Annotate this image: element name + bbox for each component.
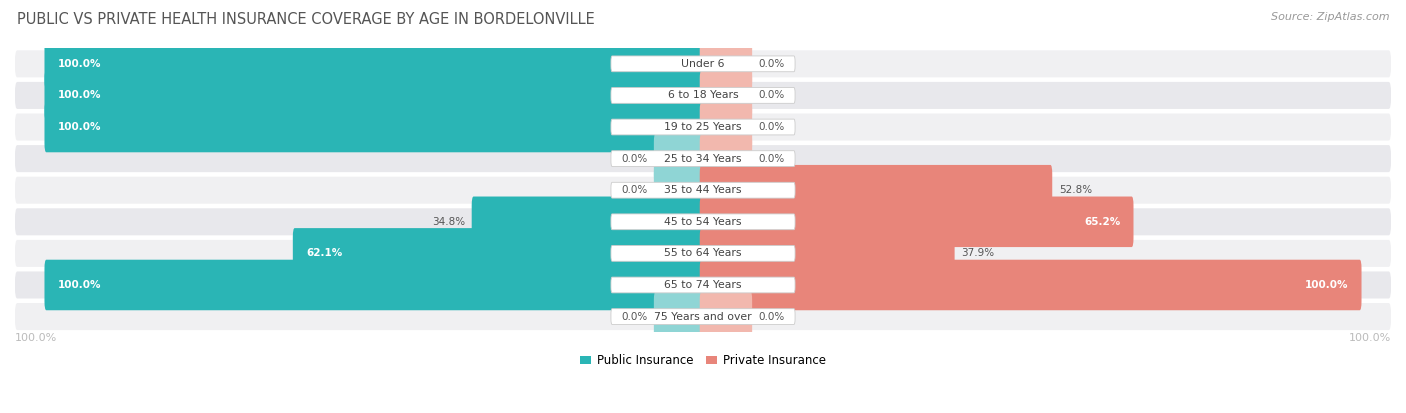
FancyBboxPatch shape bbox=[15, 82, 1391, 109]
Text: 100.0%: 100.0% bbox=[1305, 280, 1348, 290]
FancyBboxPatch shape bbox=[15, 50, 1391, 77]
Text: 6 to 18 Years: 6 to 18 Years bbox=[668, 90, 738, 100]
Legend: Public Insurance, Private Insurance: Public Insurance, Private Insurance bbox=[575, 349, 831, 372]
Text: 34.8%: 34.8% bbox=[432, 217, 465, 227]
Text: 100.0%: 100.0% bbox=[1348, 333, 1391, 343]
FancyBboxPatch shape bbox=[612, 245, 794, 261]
Text: 100.0%: 100.0% bbox=[15, 333, 58, 343]
FancyBboxPatch shape bbox=[612, 56, 794, 72]
Text: 100.0%: 100.0% bbox=[58, 90, 101, 100]
FancyBboxPatch shape bbox=[654, 291, 706, 342]
FancyBboxPatch shape bbox=[700, 197, 1133, 247]
FancyBboxPatch shape bbox=[15, 240, 1391, 267]
Text: 65 to 74 Years: 65 to 74 Years bbox=[664, 280, 742, 290]
FancyBboxPatch shape bbox=[471, 197, 706, 247]
FancyBboxPatch shape bbox=[45, 38, 706, 89]
FancyBboxPatch shape bbox=[612, 182, 794, 198]
FancyBboxPatch shape bbox=[612, 119, 794, 135]
FancyBboxPatch shape bbox=[15, 208, 1391, 235]
Text: 65.2%: 65.2% bbox=[1084, 217, 1121, 227]
FancyBboxPatch shape bbox=[700, 260, 1361, 310]
Text: 19 to 25 Years: 19 to 25 Years bbox=[664, 122, 742, 132]
FancyBboxPatch shape bbox=[15, 271, 1391, 299]
FancyBboxPatch shape bbox=[654, 165, 706, 216]
Text: 0.0%: 0.0% bbox=[759, 59, 785, 69]
Text: 52.8%: 52.8% bbox=[1059, 185, 1092, 195]
FancyBboxPatch shape bbox=[700, 70, 752, 121]
FancyBboxPatch shape bbox=[292, 228, 706, 279]
Text: 0.0%: 0.0% bbox=[621, 311, 647, 322]
Text: 0.0%: 0.0% bbox=[759, 154, 785, 164]
FancyBboxPatch shape bbox=[700, 102, 752, 152]
Text: 100.0%: 100.0% bbox=[58, 280, 101, 290]
Text: 35 to 44 Years: 35 to 44 Years bbox=[664, 185, 742, 195]
Text: 0.0%: 0.0% bbox=[759, 311, 785, 322]
Text: 0.0%: 0.0% bbox=[759, 90, 785, 100]
FancyBboxPatch shape bbox=[45, 260, 706, 310]
FancyBboxPatch shape bbox=[612, 151, 794, 166]
FancyBboxPatch shape bbox=[612, 88, 794, 103]
Text: PUBLIC VS PRIVATE HEALTH INSURANCE COVERAGE BY AGE IN BORDELONVILLE: PUBLIC VS PRIVATE HEALTH INSURANCE COVER… bbox=[17, 12, 595, 27]
Text: 75 Years and over: 75 Years and over bbox=[654, 311, 752, 322]
FancyBboxPatch shape bbox=[15, 303, 1391, 330]
FancyBboxPatch shape bbox=[15, 145, 1391, 172]
Text: 0.0%: 0.0% bbox=[621, 185, 647, 195]
FancyBboxPatch shape bbox=[15, 177, 1391, 204]
Text: 0.0%: 0.0% bbox=[759, 122, 785, 132]
Text: 37.9%: 37.9% bbox=[962, 248, 994, 259]
FancyBboxPatch shape bbox=[700, 291, 752, 342]
Text: 100.0%: 100.0% bbox=[58, 59, 101, 69]
FancyBboxPatch shape bbox=[612, 277, 794, 293]
Text: 100.0%: 100.0% bbox=[58, 122, 101, 132]
FancyBboxPatch shape bbox=[700, 133, 752, 184]
FancyBboxPatch shape bbox=[45, 70, 706, 121]
FancyBboxPatch shape bbox=[654, 133, 706, 184]
FancyBboxPatch shape bbox=[612, 309, 794, 325]
Text: 0.0%: 0.0% bbox=[621, 154, 647, 164]
Text: 55 to 64 Years: 55 to 64 Years bbox=[664, 248, 742, 259]
FancyBboxPatch shape bbox=[612, 214, 794, 230]
FancyBboxPatch shape bbox=[700, 165, 1052, 216]
Text: 25 to 34 Years: 25 to 34 Years bbox=[664, 154, 742, 164]
Text: Under 6: Under 6 bbox=[682, 59, 724, 69]
FancyBboxPatch shape bbox=[700, 38, 752, 89]
Text: 45 to 54 Years: 45 to 54 Years bbox=[664, 217, 742, 227]
FancyBboxPatch shape bbox=[15, 114, 1391, 140]
Text: 62.1%: 62.1% bbox=[307, 248, 342, 259]
FancyBboxPatch shape bbox=[700, 228, 955, 279]
FancyBboxPatch shape bbox=[45, 102, 706, 152]
Text: Source: ZipAtlas.com: Source: ZipAtlas.com bbox=[1271, 12, 1389, 22]
